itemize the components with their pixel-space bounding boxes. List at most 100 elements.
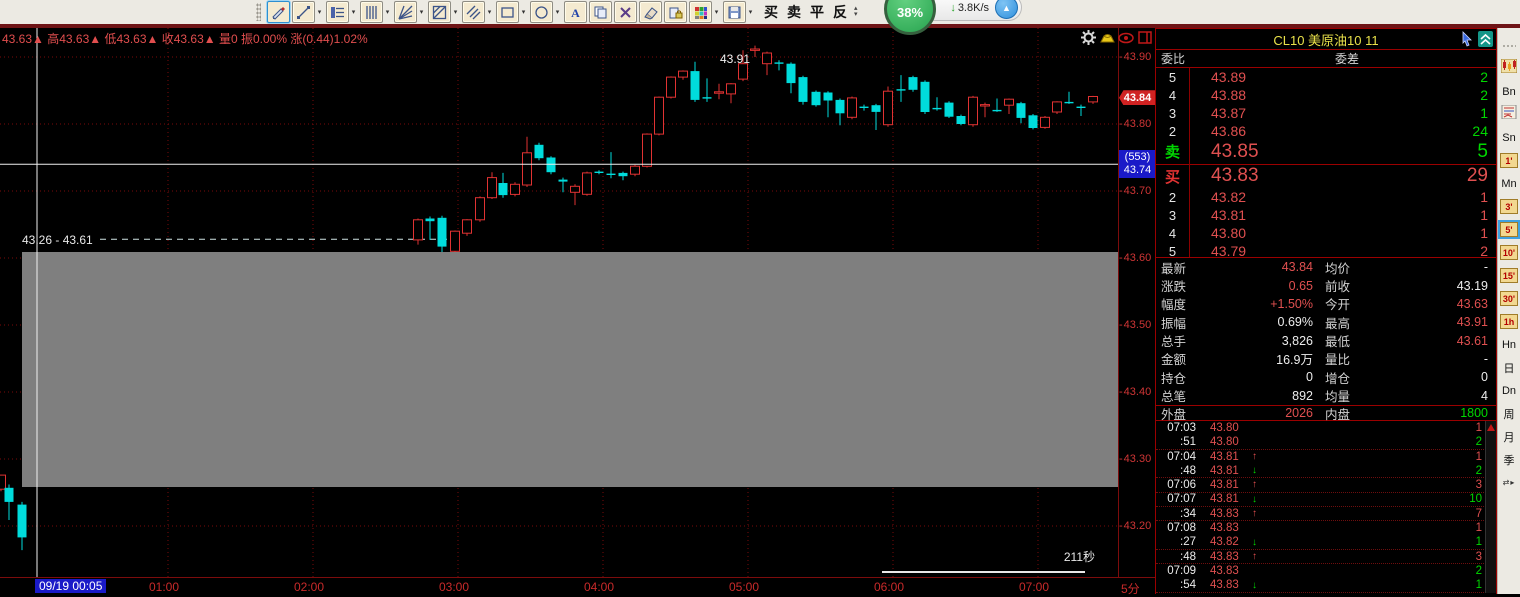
palette-tool-dropdown[interactable]: ▾	[714, 9, 719, 16]
tick-row: 07:06 43.81 ↑ 3	[1156, 478, 1496, 493]
candle-chart-icon[interactable]	[1500, 58, 1518, 78]
bid-row[interactable]: 4 43.80 1	[1156, 224, 1496, 242]
boost-button[interactable]: ▲	[995, 0, 1018, 19]
bid-qty: 2	[1480, 243, 1488, 259]
paste-lock-tool[interactable]	[664, 1, 687, 23]
last-price-tag: 43.84	[1119, 90, 1156, 106]
ask-qty: 2	[1480, 87, 1488, 103]
price-tick: 43.70	[1119, 185, 1155, 197]
trend-line-tool[interactable]	[292, 1, 315, 23]
ask-row[interactable]: 4 43.88 2	[1156, 86, 1496, 104]
horizontal-lines-tool-dropdown[interactable]: ▾	[351, 9, 356, 16]
bid-level: 买	[1164, 168, 1180, 186]
period-month-button[interactable]: 月	[1503, 431, 1515, 444]
bid-row[interactable]: 3 43.81 1	[1156, 206, 1496, 224]
save-tool[interactable]	[723, 1, 746, 23]
circle-tool-dropdown[interactable]: ▾	[555, 9, 560, 16]
time-tick: 02:00	[293, 580, 325, 594]
copy-tool[interactable]	[589, 1, 612, 23]
period-30min-button[interactable]: 30'	[1500, 291, 1518, 306]
outer-volume: 2026	[1285, 406, 1313, 420]
price-tick: 43.30	[1119, 453, 1155, 465]
circle-tool[interactable]	[530, 1, 553, 23]
save-tool-dropdown[interactable]: ▾	[748, 9, 753, 16]
vertical-lines-tool[interactable]	[360, 1, 383, 23]
hatch-lines-tool[interactable]	[462, 1, 485, 23]
buy-button[interactable]: 买	[764, 4, 778, 20]
ask-row[interactable]: 2 43.86 24	[1156, 122, 1496, 140]
price-tick: 43.20	[1119, 520, 1155, 532]
period-dn-button[interactable]: Dn	[1501, 384, 1517, 397]
strip-grip[interactable]	[1502, 43, 1516, 48]
period-day-button[interactable]: 日	[1503, 362, 1515, 375]
dock-handle-icon[interactable]: ⇄▸	[1502, 478, 1516, 487]
rectangle-tool[interactable]	[496, 1, 519, 23]
trend-line-tool-dropdown[interactable]: ▾	[317, 9, 322, 16]
time-axis: 09/19 00:05 5分 01:00 02:00 03:00 04:00 05:00…	[0, 577, 1155, 596]
period-sn-button[interactable]: Sn	[1502, 131, 1516, 144]
toolbar-overflow-button[interactable]: ▴ ▾	[854, 5, 858, 18]
pointer-tool-icon[interactable]	[1460, 31, 1475, 50]
price-tick: 43.60	[1119, 252, 1155, 264]
chart-area[interactable]: 43.63▲ 高43.63▲ 低43.63▲ 收43.63▲ 量0 振0.00%…	[0, 28, 1152, 577]
ask-row[interactable]: 卖 43.85 5	[1156, 140, 1496, 164]
eraser-tool[interactable]	[639, 1, 662, 23]
bid-row[interactable]: 2 43.82 1	[1156, 188, 1496, 206]
tick-scrollbar[interactable]	[1485, 421, 1496, 593]
ask-row[interactable]: 3 43.87 1	[1156, 104, 1496, 122]
gold-ingot-icon[interactable]	[1099, 30, 1115, 45]
bid-row[interactable]: 5 43.79 2	[1156, 242, 1496, 260]
palette-tool[interactable]	[689, 1, 712, 23]
contract-title-bar: CL10 美原油10 11	[1156, 28, 1496, 50]
sell-button[interactable]: 卖	[787, 4, 801, 20]
scroll-up-icon[interactable]	[1487, 424, 1495, 431]
candlestick-chart[interactable]	[0, 28, 1118, 577]
bid-level: 5	[1168, 243, 1177, 259]
eye-icon[interactable]	[1118, 30, 1134, 45]
ask-row[interactable]: 5 43.89 2	[1156, 68, 1496, 86]
hatch-lines-tool-dropdown[interactable]: ▾	[487, 9, 492, 16]
gear-icon[interactable]	[1080, 30, 1096, 45]
period-5min-button[interactable]: 5'	[1498, 220, 1520, 239]
period-15min-button[interactable]: 15'	[1500, 268, 1518, 283]
tick-row: 07:03 43.80 1	[1167, 422, 1482, 435]
close-position-button[interactable]: 平	[810, 4, 824, 20]
tick-row: :34 43.83 ↑ 7	[1156, 507, 1496, 522]
bar-status-line: 43.63▲ 高43.63▲ 低43.63▲ 收43.63▲ 量0 振0.00%…	[2, 32, 368, 46]
period-bn-button[interactable]: Bn	[1502, 85, 1516, 98]
golden-grid-tool-dropdown[interactable]: ▾	[453, 9, 458, 16]
vertical-lines-tool-dropdown[interactable]: ▾	[385, 9, 390, 16]
gann-fan-tool-dropdown[interactable]: ▾	[419, 9, 424, 16]
period-quarter-button[interactable]: 季	[1503, 454, 1515, 467]
tick-page-icon[interactable]	[1501, 104, 1517, 124]
delete-tool[interactable]	[614, 1, 637, 23]
tick-row: 07:09 43.83 2	[1167, 565, 1482, 578]
bid-row[interactable]: 买 43.83 29	[1156, 165, 1496, 189]
bid-price: 43.80	[1211, 225, 1247, 241]
outer-inner-row: 外盘 2026 内盘 1800	[1156, 405, 1496, 422]
gann-fan-tool[interactable]	[394, 1, 417, 23]
period-10min-button[interactable]: 10'	[1500, 245, 1518, 260]
rectangle-tool-dropdown[interactable]: ▾	[521, 9, 526, 16]
crosshair-date-tag: 09/19 00:05	[35, 579, 107, 593]
tick-row: :48 43.81 ↓ 2	[1156, 464, 1496, 479]
bid-qty: 1	[1480, 189, 1488, 205]
split-window-icon[interactable]	[1137, 30, 1153, 45]
toolbar-grip[interactable]	[256, 3, 261, 21]
reverse-position-button[interactable]: 反	[833, 4, 847, 20]
top-toolbar: ▾ ▾ ▾ ▾ ▾ ▾ ▾ ▾ A ▾ ▾ 买卖平反 ▴ ▾ ↓ 3.8K/s ▲ 38%	[0, 0, 1520, 35]
period-1min-button[interactable]: 1'	[1500, 153, 1518, 168]
period-3min-button[interactable]: 3'	[1500, 199, 1518, 214]
period-1h-button[interactable]: 1h	[1500, 314, 1518, 329]
network-speed-widget: ↓ 3.8K/s ▲	[922, 0, 1022, 21]
collapse-panel-icon[interactable]	[1478, 31, 1493, 50]
period-toolbar: Bn Sn 1' Mn 3' 5' 10' 15' 30' 1h Hn 日 Dn 周月季 ⇄▸	[1497, 28, 1520, 594]
golden-grid-tool[interactable]	[428, 1, 451, 23]
period-week-button[interactable]: 周	[1503, 408, 1515, 421]
period-hn-button[interactable]: Hn	[1501, 338, 1517, 351]
text-tool[interactable]: A	[564, 1, 587, 23]
horizontal-lines-tool[interactable]	[326, 1, 349, 23]
period-mn-button[interactable]: Mn	[1501, 177, 1517, 190]
ask-price: 43.89	[1211, 69, 1247, 85]
draw-pen-tool[interactable]	[267, 1, 290, 23]
